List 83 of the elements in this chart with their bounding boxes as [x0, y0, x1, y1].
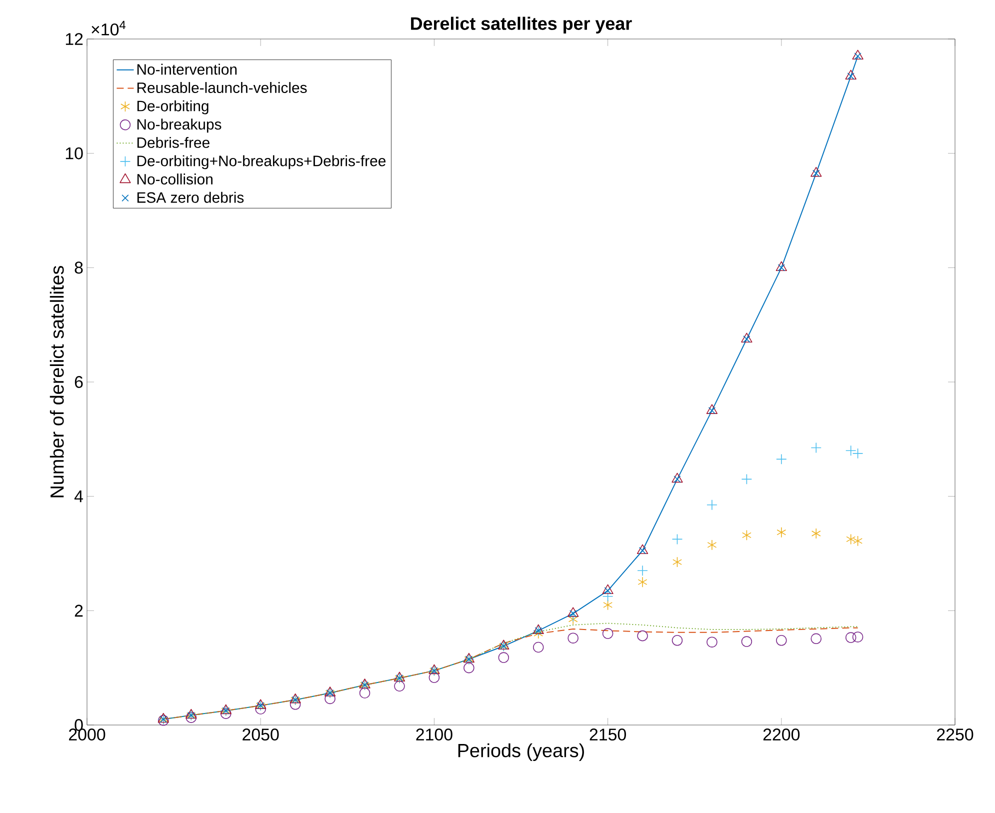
point — [776, 261, 787, 272]
point — [637, 630, 648, 642]
point — [810, 166, 822, 177]
point — [498, 652, 510, 663]
point — [776, 635, 787, 646]
legend-label: ESA zero debris — [137, 192, 244, 203]
point — [255, 704, 266, 714]
x-tick-label: 2100 — [416, 728, 452, 741]
point — [602, 628, 614, 639]
point — [464, 662, 474, 674]
point — [672, 472, 683, 483]
x-tick-label: 2200 — [763, 728, 800, 741]
y-tick-label: 10 — [66, 147, 83, 160]
point — [845, 445, 856, 456]
point — [852, 50, 864, 60]
point — [778, 264, 785, 272]
point — [810, 633, 822, 644]
point — [220, 708, 232, 719]
point — [847, 72, 854, 80]
x-tick-label: 2000 — [69, 728, 106, 741]
point — [604, 587, 612, 594]
x-tick-label: 2250 — [937, 728, 974, 741]
chart-title: Derelict satellites per year — [411, 16, 632, 34]
y-tick-label: 8 — [74, 262, 83, 274]
point — [706, 404, 718, 414]
legend-label: Reusable-launch-vehicles — [137, 82, 307, 94]
point — [637, 565, 648, 576]
point — [846, 534, 856, 545]
point — [674, 476, 681, 483]
point — [706, 636, 718, 648]
point — [636, 544, 648, 554]
point — [776, 454, 787, 465]
point — [638, 576, 648, 588]
point — [741, 332, 752, 343]
point — [852, 448, 864, 459]
point — [672, 556, 682, 568]
point — [638, 547, 646, 554]
point — [568, 607, 579, 617]
legend-label: Debris-free — [137, 136, 210, 148]
point — [602, 584, 614, 594]
point — [811, 528, 821, 539]
point — [743, 336, 750, 343]
legend-label: De-orbiting+No-breakups+Debris-free — [137, 155, 386, 170]
legend-label: No-intervention — [137, 64, 237, 75]
point — [706, 500, 718, 510]
point — [672, 635, 683, 646]
legend-label: De-orbiting — [137, 100, 208, 114]
point — [290, 699, 301, 710]
point — [602, 590, 614, 602]
y-axis-title: Number of derelict satellites — [50, 266, 64, 498]
point — [707, 540, 717, 550]
point — [708, 407, 716, 414]
point — [854, 52, 862, 60]
point — [324, 693, 336, 704]
point — [570, 610, 577, 618]
text: ×10$^{4}$ — [92, 20, 126, 36]
point — [812, 170, 820, 177]
point — [742, 530, 752, 541]
point — [741, 474, 752, 485]
point — [741, 636, 752, 647]
point — [852, 632, 864, 642]
point — [186, 712, 197, 723]
point — [776, 526, 786, 538]
point — [603, 600, 613, 610]
point — [672, 534, 683, 545]
x-axis-title: Periods (years) — [458, 743, 584, 761]
y-tick-label: 6 — [74, 376, 83, 388]
point — [428, 672, 440, 683]
legend-label: No-collision — [137, 174, 212, 185]
y-tick-label: 12 — [66, 33, 83, 45]
point — [359, 688, 370, 698]
legend-label: No-breakups — [137, 118, 222, 133]
y-tick-label: 2 — [74, 604, 83, 617]
point — [845, 632, 856, 643]
y-tick-label: 4 — [74, 490, 83, 502]
point — [568, 632, 578, 644]
point — [845, 70, 856, 80]
x-tick-label: 2150 — [590, 728, 626, 741]
point — [394, 680, 405, 692]
point — [532, 642, 544, 653]
point — [810, 442, 822, 454]
x-tick-label: 2050 — [242, 728, 279, 741]
point — [853, 536, 863, 546]
